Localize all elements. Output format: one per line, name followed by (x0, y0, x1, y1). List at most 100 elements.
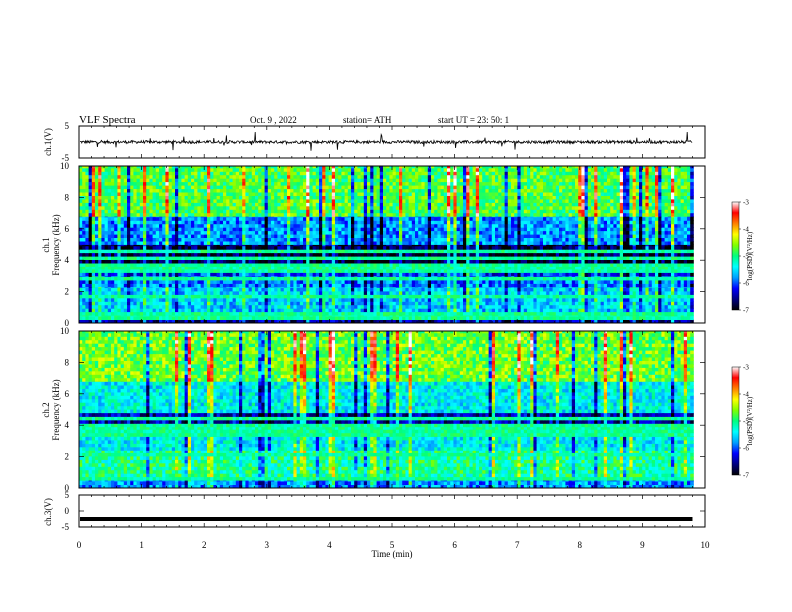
spectrogram-cell (296, 287, 301, 292)
spectrogram-cell (408, 308, 413, 313)
spectrogram-cell (530, 297, 534, 302)
spectrogram-cell (203, 272, 208, 277)
spectrogram-cell (463, 256, 467, 260)
spectrogram-cell (187, 259, 192, 264)
spectrogram-cell (507, 286, 512, 288)
spectrogram-cell (463, 291, 467, 295)
spectrogram-cell (85, 294, 89, 299)
spectrogram-cell (504, 266, 509, 270)
spectrogram-cell (171, 294, 176, 299)
spectrogram-cell (146, 259, 150, 264)
spectrogram-cell (159, 272, 163, 277)
spectrogram-cell (536, 304, 541, 309)
spectrogram-cell (370, 308, 374, 313)
spectrogram-cell (235, 256, 240, 260)
spectrogram-cell (671, 315, 675, 317)
spectrogram-cell (623, 266, 627, 270)
spectrogram-cell (616, 266, 621, 270)
spectrogram-cell (453, 316, 457, 320)
spectrogram-cell (264, 286, 269, 288)
spectrogram-cell (264, 319, 269, 324)
spectrogram-cell (437, 275, 441, 277)
spectrogram-cell (114, 308, 118, 313)
spectrogram-cell (613, 276, 617, 281)
spectrogram-cell (347, 272, 352, 277)
spectrogram-cell (658, 252, 662, 257)
spectrogram-cell (466, 276, 470, 281)
spectrogram-cell (373, 249, 377, 254)
spectrogram-cell (165, 311, 169, 316)
spectrogram-cell (667, 297, 672, 302)
spectrogram-cell (203, 304, 208, 309)
spectrogram-cell (674, 252, 678, 257)
spectrogram-cell (162, 304, 166, 309)
spectrogram-cell (251, 316, 256, 320)
spectrogram-cell (299, 272, 304, 277)
spectrogram-cell (591, 283, 595, 288)
spectrogram-cell (639, 316, 643, 320)
spectrogram-cell (386, 283, 390, 288)
spectrogram-cell (114, 245, 118, 250)
spectrogram-cell (447, 276, 451, 281)
spectrogram-cell (549, 249, 553, 254)
spectrogram-cell (223, 315, 227, 317)
spectrogram-cell (203, 316, 208, 320)
spectrogram-cell (549, 256, 553, 260)
spectrogram-cell (296, 319, 301, 324)
spectrogram-cell (101, 301, 105, 306)
spectrogram-cell (226, 283, 230, 288)
spectrogram-cell (597, 252, 601, 257)
spectrogram-cell (242, 259, 246, 264)
spectrogram-cell (357, 287, 361, 292)
spectrogram-cell (306, 266, 310, 270)
spectrogram-cell (79, 311, 83, 316)
spectrogram-cell (143, 294, 147, 299)
spectrogram-cell (331, 291, 336, 295)
spectrogram-cell (549, 286, 553, 288)
spectrogram-cell (296, 308, 301, 313)
spectrogram-cell (389, 280, 393, 284)
spectrogram-cell (181, 275, 185, 277)
spectrogram-cell (98, 287, 102, 292)
spectrogram-cell (191, 304, 195, 309)
spectrogram-cell (482, 301, 486, 306)
spectrogram-cell (165, 308, 169, 313)
spectrogram-cell (447, 308, 451, 313)
spectrogram-cell (680, 252, 685, 257)
spectrogram-cell (603, 259, 608, 264)
spectrogram-cell (251, 245, 256, 250)
spectrogram-cell (587, 269, 592, 273)
spectrogram-cell (261, 316, 265, 320)
spectrogram-cell (123, 280, 128, 284)
spectrogram-cell (475, 259, 480, 264)
spectrogram-cell (152, 297, 157, 302)
spectrogram-cell (191, 244, 195, 247)
spectrogram-cell (690, 266, 694, 270)
spectrogram-cell (143, 263, 147, 267)
spectrogram-cell (536, 256, 541, 260)
spectrogram-cell (402, 304, 406, 309)
spectrogram-cell (523, 249, 528, 254)
spectrogram-cell (245, 269, 249, 273)
spectrogram-cell (639, 245, 643, 250)
spectrogram-cell (232, 244, 237, 247)
spectrogram-cell (367, 280, 371, 284)
spectrogram-cell (120, 286, 125, 288)
spectrogram-cell (475, 308, 480, 313)
spectrogram-cell (651, 245, 656, 250)
spectrogram-cell (418, 291, 422, 295)
spectrogram-cell (267, 259, 272, 264)
spectrogram-cell (555, 259, 560, 264)
spectrogram-cell (645, 297, 649, 302)
spectrogram-cell (584, 304, 589, 309)
spectrogram-cell (267, 291, 272, 295)
spectrogram-cell (264, 245, 269, 250)
spectrogram-cell (303, 245, 307, 250)
spectrogram-cell (517, 315, 521, 317)
spectrogram-cell (562, 315, 566, 317)
spectrogram-cell (645, 245, 649, 250)
spectrogram-cell (517, 316, 521, 320)
spectrogram-cell (613, 294, 617, 299)
spectrogram-cell (530, 286, 534, 288)
spectrogram-cell (498, 319, 502, 324)
